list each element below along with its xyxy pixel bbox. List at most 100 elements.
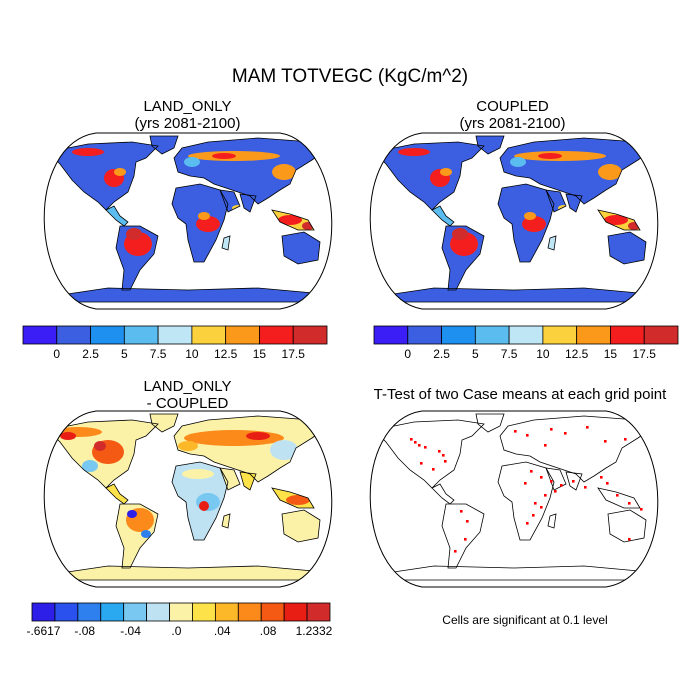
difference-value-region-15 (178, 441, 198, 451)
significant-cell (534, 502, 537, 505)
significant-cell (606, 482, 609, 485)
difference-value-region-16 (82, 460, 98, 472)
land-only-value-region-3 (196, 216, 220, 232)
ttest-title-line-1: T-Test of two Case means at each grid po… (373, 386, 667, 403)
land-only-colorbar-box-5 (157, 325, 193, 345)
land-only-colorbar-label: 5 (121, 347, 128, 361)
coupled-colorbar-label: 7.5 (501, 347, 518, 361)
coupled-colorbar-box-7 (576, 325, 611, 345)
land-only-coastline-central-america (105, 205, 129, 227)
ttest-coastline-arabia (545, 467, 567, 491)
difference-land-central-america (106, 484, 128, 504)
difference-colorbar-box-3 (77, 602, 102, 622)
significant-cell (524, 482, 527, 485)
land-only-colorbar-label: 12.5 (214, 347, 238, 361)
ttest-map (354, 410, 674, 588)
significant-cell (414, 441, 417, 444)
difference-land-australia (282, 510, 320, 542)
land-only-colorbar-box-2 (56, 325, 91, 345)
difference-map (28, 410, 348, 588)
significant-cell (444, 460, 447, 463)
significant-cell (628, 502, 631, 505)
land-only-land-north-america (48, 142, 158, 210)
significant-cell (544, 444, 547, 447)
main-title: MAM TOTVEGC (KgC/m^2) (231, 66, 469, 87)
coupled-land-australia (608, 232, 646, 264)
difference-colorbar-box-11 (260, 602, 285, 622)
coupled-coastline-australia (607, 231, 647, 265)
coupled-land-central-america (432, 206, 454, 226)
coupled-colorbar-box-3 (441, 325, 476, 345)
land-only-coastline-arabia (219, 189, 241, 213)
difference-colorbar-box-4 (100, 602, 125, 622)
coupled-colorbar-label: 10 (536, 347, 550, 361)
difference-colorbar-box-12 (283, 602, 308, 622)
significant-cell (640, 508, 643, 511)
land-only-colorbar: 0 2.5 5 7.5 10 12.5 15 17.5 (22, 325, 328, 361)
land-only-land-australia (282, 232, 320, 264)
land-only-colorbar-box-7 (225, 325, 260, 345)
coupled-coastline-south-america (441, 225, 485, 291)
difference-colorbar-box-1 (31, 602, 56, 622)
ttest-map-border (369, 410, 659, 588)
significant-cell (514, 430, 517, 433)
significant-cell (600, 476, 603, 479)
significant-cell (460, 510, 463, 513)
coupled-colorbar-box-4 (474, 325, 510, 345)
coupled-land-antarctica (380, 288, 650, 302)
significant-cell (432, 468, 435, 471)
difference-coastline-antarctica (53, 565, 325, 581)
significant-cell (532, 514, 535, 517)
difference-coastline-arabia (219, 467, 241, 491)
difference-colorbar-box-9 (214, 602, 239, 622)
land-only-coastline-eurasia (173, 137, 327, 205)
coupled-colorbar-label: 15 (604, 347, 618, 361)
difference-colorbar-label: -.6617 (26, 624, 60, 638)
difference-coastline-india (239, 471, 257, 491)
land-only-title: LAND_ONLY (yrs 2081-2100) (25, 98, 350, 132)
significant-cell (564, 432, 567, 435)
ttest-coastline-antarctica (379, 565, 651, 581)
coupled-colorbar-box-5 (508, 325, 544, 345)
land-only-coastline-india (239, 193, 257, 213)
coupled-value-region-11 (604, 215, 628, 225)
ttest-coastline-central-america (431, 483, 455, 505)
land-only-colorbar-box-8 (259, 325, 294, 345)
coupled-colorbar-box-1 (373, 325, 409, 345)
significant-cell (466, 520, 469, 523)
difference-value-region-6 (127, 510, 137, 518)
difference-value-region-13 (270, 440, 298, 460)
difference-coastline-greenland (149, 413, 179, 433)
difference-colorbar-box-2 (54, 602, 79, 622)
difference-colorbar-box-8 (192, 602, 216, 622)
land-only-colorbar-box-9 (292, 325, 328, 345)
coupled-value-region-9 (538, 153, 562, 159)
land-only-coastline-madagascar (221, 235, 231, 251)
significant-cell (560, 484, 563, 487)
difference-map-border (43, 410, 333, 588)
significant-cell (418, 444, 421, 447)
significant-cell (628, 538, 631, 541)
difference-coastline-central-america (105, 483, 129, 505)
coupled-coastline-eurasia (499, 137, 653, 205)
coupled-title-line-2: (yrs 2081-2100) (459, 115, 566, 132)
land-only-colorbar-box-6 (191, 325, 227, 345)
land-only-coastline-antarctica (53, 287, 325, 303)
land-only-title-line-2: (yrs 2081-2100) (134, 115, 241, 132)
land-only-coastline-north-america (47, 141, 159, 211)
coupled-value-region-14 (510, 157, 526, 167)
land-only-colorbar-label: 10 (185, 347, 199, 361)
significant-cell (550, 428, 553, 431)
coupled-colorbar-box-6 (542, 325, 578, 345)
coupled-land-north-america (374, 142, 484, 210)
difference-value-region-8 (184, 430, 284, 446)
coupled-value-region-2 (452, 228, 468, 240)
land-only-colorbar-box-4 (123, 325, 159, 345)
coupled-colorbar-label: 2.5 (433, 347, 450, 361)
ttest-coastline-north-america (373, 419, 485, 489)
difference-colorbar-box-13 (306, 602, 331, 622)
difference-coastline-seasia (271, 487, 315, 509)
difference-title: LAND_ONLY - COUPLED (25, 378, 350, 412)
significant-cell (604, 440, 607, 443)
land-only-colorbar-label: 0 (53, 347, 60, 361)
